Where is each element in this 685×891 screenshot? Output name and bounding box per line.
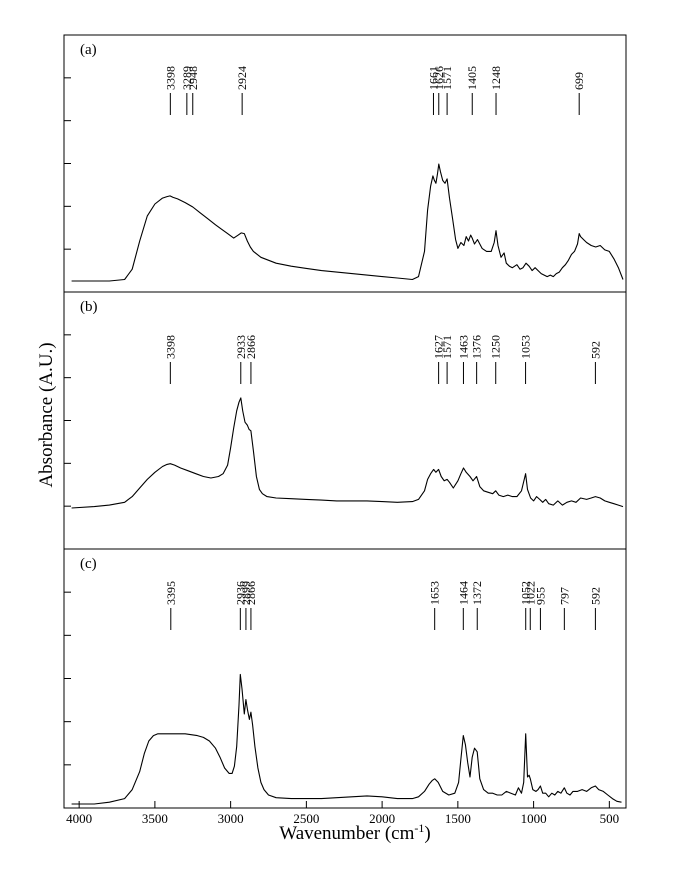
spectrum-line xyxy=(71,673,622,805)
x-tick-label: 2000 xyxy=(369,811,395,826)
peak-label: 1464 xyxy=(456,581,470,605)
peak-label: 2866 xyxy=(244,335,258,359)
peak-label: 2899 xyxy=(239,581,253,605)
peak-label: 592 xyxy=(588,587,602,605)
panel-label: (a) xyxy=(80,42,97,58)
peak-label: 2933 xyxy=(234,335,248,359)
peak-label: 1250 xyxy=(489,335,503,359)
peak-label: 1022 xyxy=(523,581,537,605)
peak-label: 3289 xyxy=(180,66,194,90)
x-tick-label: 500 xyxy=(600,811,620,826)
peak-label: 955 xyxy=(533,587,547,605)
x-tick-label: 4000 xyxy=(66,811,92,826)
peak-label: 1053 xyxy=(519,335,533,359)
peak-label: 1052 xyxy=(519,581,533,605)
x-axis-title-close: ) xyxy=(424,823,430,844)
peak-label: 1372 xyxy=(470,581,484,605)
peak-label: 1571 xyxy=(440,335,454,359)
x-tick-label: 1500 xyxy=(445,811,471,826)
peak-label: 1405 xyxy=(465,66,479,90)
peak-label: 797 xyxy=(557,587,571,605)
x-axis-title-main: Wavenumber (cm xyxy=(279,823,414,844)
x-axis-title-superscript: -1 xyxy=(414,821,424,835)
y-axis-title: Absorbance (A.U.) xyxy=(36,342,57,487)
x-tick-label: 3500 xyxy=(142,811,168,826)
panel-frame xyxy=(63,34,627,293)
peak-label: 592 xyxy=(588,341,602,359)
peak-label: 3395 xyxy=(164,581,178,605)
x-tick-label: 2500 xyxy=(293,811,319,826)
peak-label: 2924 xyxy=(235,66,249,90)
x-axis: 4000 3500 3000 2500 2000 1500 1000 500 xyxy=(66,801,619,826)
peak-label: 2948 xyxy=(186,66,200,90)
peak-label: 1627 xyxy=(432,335,446,359)
x-tick-label: 1000 xyxy=(521,811,547,826)
peak-label: 699 xyxy=(572,72,586,90)
peak-label: 1661 xyxy=(427,66,441,90)
peak-label: 3398 xyxy=(163,66,177,90)
spectrum-line xyxy=(71,163,624,282)
peak-label: 1653 xyxy=(428,581,442,605)
panel-frame xyxy=(63,291,627,550)
peak-label: 3398 xyxy=(163,335,177,359)
peak-label: 2936 xyxy=(233,581,247,605)
x-axis-title: Wavenumber (cm-1) xyxy=(279,821,430,844)
peak-label: 1626 xyxy=(432,66,446,90)
panel-label: (b) xyxy=(80,299,98,315)
peak-label: 1463 xyxy=(457,335,471,359)
peak-label: 1571 xyxy=(440,66,454,90)
x-tick-label: 3000 xyxy=(218,811,244,826)
spectrum-line xyxy=(71,397,624,509)
panel-label: (c) xyxy=(80,556,97,572)
peak-label: 1376 xyxy=(470,335,484,359)
peak-label: 1248 xyxy=(489,66,503,90)
peak-label: 2866 xyxy=(244,581,258,605)
